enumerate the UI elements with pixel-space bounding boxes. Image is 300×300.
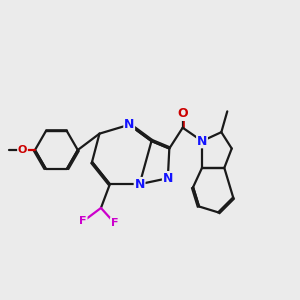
Text: N: N bbox=[163, 172, 173, 185]
Text: N: N bbox=[134, 178, 145, 191]
Text: O: O bbox=[177, 107, 188, 120]
Text: O: O bbox=[18, 145, 27, 155]
Text: F: F bbox=[111, 218, 118, 228]
Text: N: N bbox=[124, 118, 134, 131]
Text: N: N bbox=[197, 135, 207, 148]
Text: F: F bbox=[80, 216, 87, 226]
